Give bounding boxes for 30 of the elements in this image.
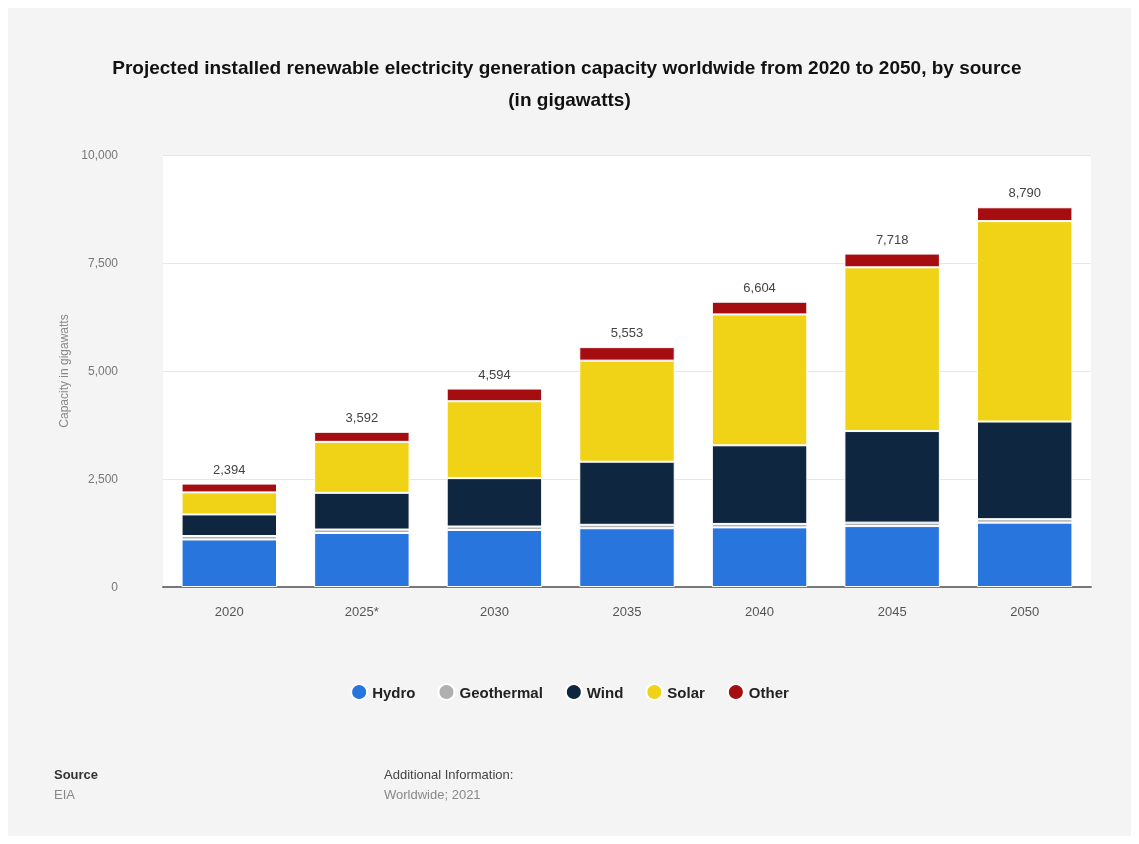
y-axis-title: Capacity in gigawatts (57, 314, 72, 428)
text: Source (54, 767, 99, 782)
x-tick-label: 2050 (1010, 604, 1040, 619)
total-label: 2,394 (213, 461, 246, 477)
legend-label: Solar (667, 683, 706, 701)
legend-label: Other (748, 683, 790, 701)
x-tick-label: 2020 (214, 604, 244, 619)
total-label: 8,790 (1008, 185, 1041, 201)
x-tick-label: 2025* (344, 604, 379, 619)
y-tick-label: 2,500 (87, 472, 119, 486)
x-tick-label: 2030 (479, 604, 509, 619)
y-tick-label: 10,000 (81, 148, 119, 162)
x-tick-label: 2040 (745, 604, 775, 619)
text: EIA (54, 787, 76, 802)
legend-label: Wind (586, 683, 624, 701)
text: Additional Information: (384, 767, 514, 782)
chart-title: Projected installed renewable electricity generation capacity worldwide from 2020 to 2050, by source (in gigawatts) (112, 56, 1027, 110)
legend-label: Geothermal (459, 683, 543, 701)
y-tick-label: 0 (111, 580, 119, 594)
total-label: 5,553 (610, 325, 644, 341)
x-tick-label: 2045 (877, 604, 907, 619)
total-label: 4,594 (478, 366, 511, 382)
text: Worldwide; 2021 (384, 787, 481, 802)
legend-label: Hydro (372, 683, 416, 701)
x-tick-label: 2035 (612, 604, 642, 619)
total-label: 3,592 (345, 409, 379, 425)
y-tick-label: 7,500 (87, 256, 119, 270)
y-tick-label: 5,000 (87, 364, 119, 378)
total-label: 6,604 (743, 279, 776, 295)
total-label: 7,718 (875, 231, 909, 247)
